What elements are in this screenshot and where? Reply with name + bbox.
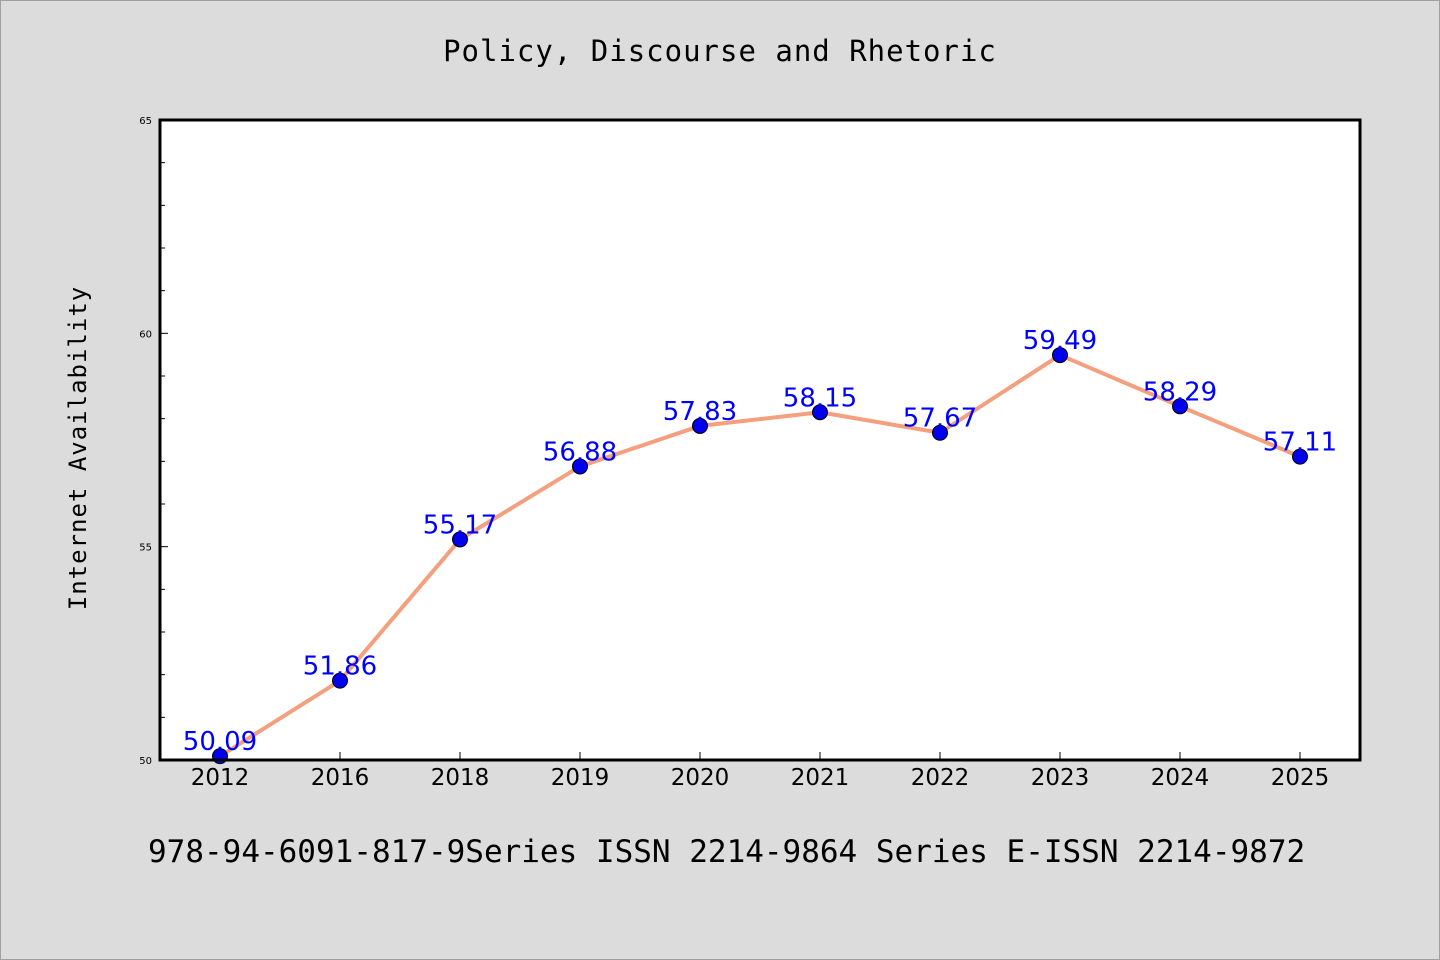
y-tick-label: 55 bbox=[139, 543, 152, 554]
data-label: 55.17 bbox=[423, 510, 497, 540]
y-tick-label: 50 bbox=[139, 756, 152, 767]
x-axis-ticks: 2012 2016 2018 2019 2020 2021 2022 2023 2024 2025 bbox=[191, 752, 1330, 791]
x-tick-label: 2020 bbox=[671, 765, 730, 791]
data-label: 57.83 bbox=[663, 397, 737, 427]
x-tick-label: 2019 bbox=[551, 765, 610, 791]
data-point bbox=[932, 424, 948, 441]
data-point bbox=[1172, 398, 1188, 415]
x-tick-label: 2024 bbox=[1151, 765, 1210, 791]
data-label: 57.67 bbox=[903, 404, 977, 434]
data-point bbox=[812, 404, 828, 421]
data-point bbox=[332, 672, 348, 689]
x-tick-label: 2018 bbox=[431, 765, 490, 791]
series-line bbox=[218, 353, 1301, 758]
data-point bbox=[1292, 448, 1308, 465]
data-label: 56.88 bbox=[543, 437, 617, 467]
data-label: 57.11 bbox=[1263, 428, 1337, 458]
data-point bbox=[1052, 347, 1068, 364]
data-point bbox=[692, 417, 708, 434]
y-tick-label: 60 bbox=[139, 329, 152, 340]
x-tick-label: 2016 bbox=[311, 765, 370, 791]
data-point bbox=[572, 458, 588, 475]
data-label: 58.15 bbox=[783, 383, 857, 413]
x-tick-label: 2023 bbox=[1031, 765, 1090, 791]
y-tick-label: 65 bbox=[139, 116, 152, 127]
x-tick-label: 2021 bbox=[791, 765, 850, 791]
data-point bbox=[452, 531, 468, 548]
data-label: 59.49 bbox=[1023, 326, 1097, 356]
data-label: 50.09 bbox=[183, 727, 257, 757]
chart-title: Policy, Discourse and Rhetoric bbox=[443, 34, 997, 68]
data-label: 58.29 bbox=[1143, 377, 1217, 407]
plot-area bbox=[160, 120, 1360, 760]
x-tick-label: 2022 bbox=[911, 765, 970, 791]
plot-border bbox=[158, 118, 1362, 762]
data-labels: 50.09 51.86 55.17 56.88 57.83 58.15 57.67 59.49… bbox=[183, 326, 1337, 757]
x-tick-label: 2012 bbox=[191, 765, 250, 791]
y-axis-label: Internet Availability bbox=[64, 286, 92, 610]
data-label: 51.86 bbox=[303, 652, 377, 682]
x-tick-label: 2025 bbox=[1271, 765, 1330, 791]
caption: 978-94-6091-817-9Series ISSN 2214-9864 S… bbox=[148, 834, 1306, 870]
